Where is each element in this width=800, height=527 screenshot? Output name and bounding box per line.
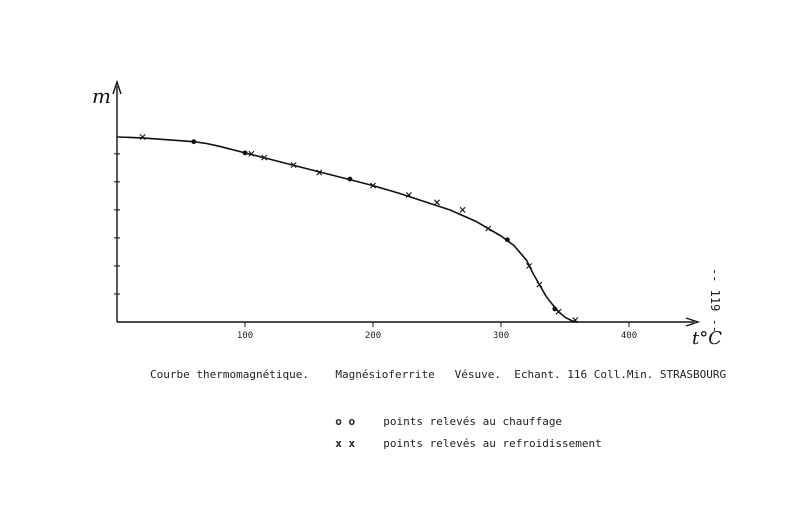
legend-cooling-symbol: x x bbox=[335, 437, 356, 450]
cooling-point-11 bbox=[536, 281, 543, 288]
heating-point-2 bbox=[347, 176, 353, 182]
heating-point-1 bbox=[242, 150, 248, 156]
x-tick-label-100: 100 bbox=[237, 331, 253, 341]
y-axis-label: m bbox=[92, 84, 111, 108]
legend-cooling: x x points relevés au refroidissement bbox=[322, 424, 602, 450]
page-number: -- 119 -- bbox=[708, 268, 722, 334]
cooling-point-8 bbox=[459, 206, 466, 213]
cooling-point-3 bbox=[290, 162, 297, 169]
legend-cooling-label: points relevés au refroidissement bbox=[383, 437, 602, 450]
x-axis-label: t°C bbox=[692, 328, 722, 349]
y-axis-arrow bbox=[112, 79, 122, 95]
cooling-point-2 bbox=[261, 154, 268, 161]
cooling-point-5 bbox=[370, 182, 376, 189]
y-ticks bbox=[114, 153, 120, 295]
cooling-point-10 bbox=[526, 262, 533, 269]
legend-heating-symbol: o o bbox=[335, 415, 356, 428]
legend-heating: o o points relevés au chauffage bbox=[322, 402, 562, 428]
figure-caption: Courbe thermomagnétique. Magnésioferrite… bbox=[150, 368, 727, 381]
heating-point-3 bbox=[505, 237, 510, 243]
cooling-point-13 bbox=[572, 317, 579, 324]
cooling-point-6 bbox=[405, 191, 412, 198]
axes bbox=[112, 79, 701, 327]
x-tick-label-300: 300 bbox=[493, 331, 509, 341]
cooling-point-0 bbox=[139, 134, 146, 140]
x-axis-arrow bbox=[685, 317, 701, 327]
cooling-point-4 bbox=[316, 169, 323, 176]
cooling-point-1 bbox=[248, 150, 255, 157]
cooling-point-12 bbox=[555, 308, 562, 315]
heating-point-0 bbox=[191, 139, 197, 145]
thermomagnetic-curve bbox=[116, 136, 578, 323]
x-tick-label-400: 400 bbox=[621, 331, 637, 341]
curve-group bbox=[116, 136, 578, 323]
cooling-point-7 bbox=[434, 199, 440, 206]
markers bbox=[139, 134, 579, 324]
x-tick-label-200: 200 bbox=[365, 331, 381, 341]
legend-heating-label: points relevés au chauffage bbox=[383, 415, 563, 428]
heating-point-4 bbox=[552, 306, 558, 312]
cooling-point-9 bbox=[485, 225, 492, 232]
x-ticks: 100 200 300 400 bbox=[237, 322, 637, 341]
